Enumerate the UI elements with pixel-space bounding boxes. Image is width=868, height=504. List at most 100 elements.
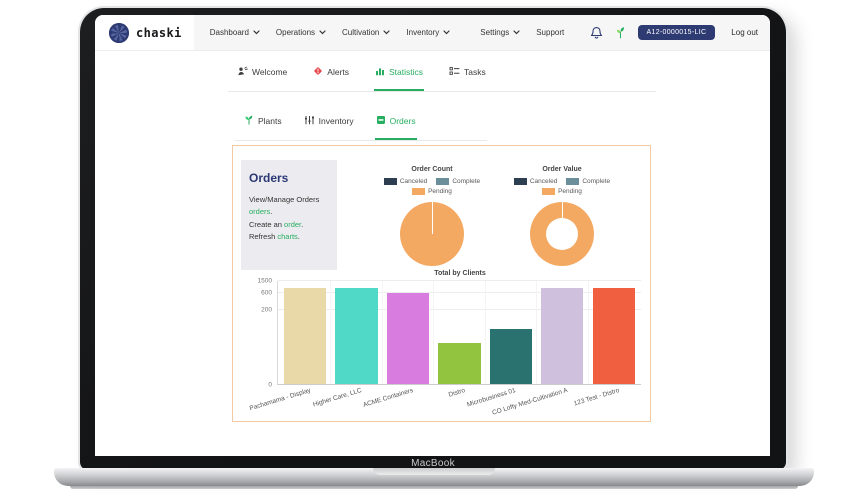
orders-line: Refresh charts. (249, 231, 329, 243)
tab-tasks[interactable]: Tasks (448, 64, 487, 84)
nav-item-label: Inventory (406, 28, 440, 37)
order-value-chart: Order Value Canceled Complete Pending (499, 166, 625, 266)
bar-column: 123 Test - Distro (573, 281, 639, 407)
legend-item-complete[interactable]: Complete (436, 178, 480, 185)
nav-item-cultivation[interactable]: Cultivation (342, 28, 390, 37)
line-text: . (297, 232, 300, 242)
tab-welcome[interactable]: Welcome (236, 64, 288, 84)
chevron-down-icon (443, 28, 450, 37)
gridline (278, 280, 641, 281)
tab-statistics[interactable]: Statistics (374, 64, 425, 91)
refresh-charts-link[interactable]: charts (277, 232, 298, 242)
nav-item-label: Settings (480, 28, 510, 37)
legend-label: Canceled (399, 178, 428, 185)
chart-title: Total by Clients (434, 270, 486, 277)
orders-panel: Orders View/Manage Orders orders. Create… (232, 145, 651, 422)
logout-button[interactable]: Log out (731, 28, 758, 37)
brand[interactable]: chaski (95, 15, 194, 50)
chevron-down-icon (319, 28, 326, 37)
bar (541, 288, 584, 384)
nav-item-label: Support (536, 28, 565, 37)
line-text: . (301, 219, 304, 229)
tab-label: Tasks (464, 67, 486, 77)
nav-band: Dashboard Operations Cultivation Inventory … (193, 15, 770, 50)
macbook-screen-frame: chaski Dashboard Operations Cultivation Inv… (80, 8, 786, 470)
orders-line: View/Manage Orders orders. (249, 194, 329, 219)
bar-column: CO Lofty Med-Cultivation A (491, 281, 589, 417)
nav-item-label: Cultivation (342, 28, 380, 37)
tab-label: Alerts (327, 67, 350, 77)
x-axis-label: 123 Test - Distro (572, 387, 620, 408)
nav-item-operations[interactable]: Operations (276, 28, 326, 37)
donut-graphic (530, 202, 594, 266)
gridline (278, 308, 641, 310)
legend-swatch (383, 178, 397, 185)
inventory-icon (304, 115, 315, 127)
legend-item-pending[interactable]: Pending (542, 188, 582, 195)
tab-label: Inventory (318, 116, 354, 126)
y-tick-label: 0 (268, 381, 272, 389)
brand-name: chaski (136, 25, 182, 40)
line-text: . (270, 207, 273, 217)
nav-item-inventory[interactable]: Inventory (406, 28, 450, 37)
legend-item-canceled[interactable]: Canceled (383, 178, 428, 185)
legend-swatch (412, 188, 426, 195)
subtab-plants[interactable]: Plants (243, 113, 283, 133)
legend-item-canceled[interactable]: Canceled (513, 178, 557, 185)
nav-item-support[interactable]: Support (536, 28, 564, 37)
app-screen: chaski Dashboard Operations Cultivation Inv… (95, 15, 770, 456)
nav-item-dashboard[interactable]: Dashboard (210, 28, 260, 37)
legend-item-complete[interactable]: Complete (566, 178, 610, 185)
tab-label: Welcome (252, 67, 288, 77)
orders-icon (376, 115, 386, 127)
legend-item-pending[interactable]: Pending (412, 188, 452, 195)
legend-label: Pending (428, 188, 452, 195)
license-badge[interactable]: A12-0000015-LIC (637, 25, 716, 40)
bar-plot: Pachamama - Display Higher Care, LLC ACME … (248, 280, 641, 417)
seedling-icon[interactable] (615, 26, 626, 39)
subtab-inventory[interactable]: Inventory (303, 113, 355, 133)
tab-alerts[interactable]: Alerts (312, 64, 350, 84)
y-tick-label: 200 (261, 306, 272, 314)
x-axis-label: Pachamama - Display (248, 387, 312, 413)
legend-swatch (566, 178, 580, 185)
bell-icon[interactable] (590, 26, 603, 40)
legend-label: Complete (452, 178, 481, 185)
chart-title: Order Value (542, 166, 582, 173)
main-tabs: Welcome Alerts Statistics Tasks (228, 57, 656, 92)
x-axis-label: Higher Care, LLC (312, 387, 363, 409)
create-order-link[interactable]: order (284, 219, 302, 229)
bar-column: Pachamama - Display (248, 281, 332, 412)
chart-legend: Canceled Complete Pending (376, 178, 488, 195)
tab-label: Plants (258, 116, 282, 126)
y-axis: 1500 600 200 0 (249, 277, 277, 389)
x-axis-label: ACME Containers (362, 387, 415, 409)
orders-link[interactable]: orders (249, 207, 271, 217)
macbook-base-notch (373, 468, 495, 475)
line-text: Create an (249, 219, 285, 229)
bar (284, 288, 327, 384)
y-tick-label: 600 (261, 289, 272, 297)
legend-swatch (513, 178, 527, 185)
pie-graphic (400, 202, 464, 266)
bar-column: ACME Containers (362, 281, 435, 409)
statistics-subtabs: Plants Inventory Orders (235, 106, 487, 141)
chevron-down-icon (513, 28, 520, 37)
nav-item-settings[interactable]: Settings (480, 28, 520, 37)
nav-group-mid: Settings Support (480, 28, 564, 37)
bar (438, 342, 481, 384)
macbook-label: MacBook (411, 458, 455, 469)
bar (489, 329, 533, 384)
y-tick-label: 1500 (257, 277, 272, 285)
bar (592, 288, 635, 384)
chart-title: Order Count (411, 166, 453, 173)
legend-swatch (542, 188, 556, 195)
plants-icon (244, 115, 254, 127)
legend-swatch (436, 178, 450, 185)
subtab-orders[interactable]: Orders (374, 113, 417, 140)
chevron-down-icon (383, 28, 390, 37)
bar (386, 293, 430, 384)
macbook-base-edge (70, 486, 798, 489)
total-by-clients-chart: Total by Clients 1500 600 200 0 Pachamama - D… (248, 270, 641, 417)
plot-area: 1500 600 200 0 Pachamama - Display Higher Car… (248, 277, 641, 417)
